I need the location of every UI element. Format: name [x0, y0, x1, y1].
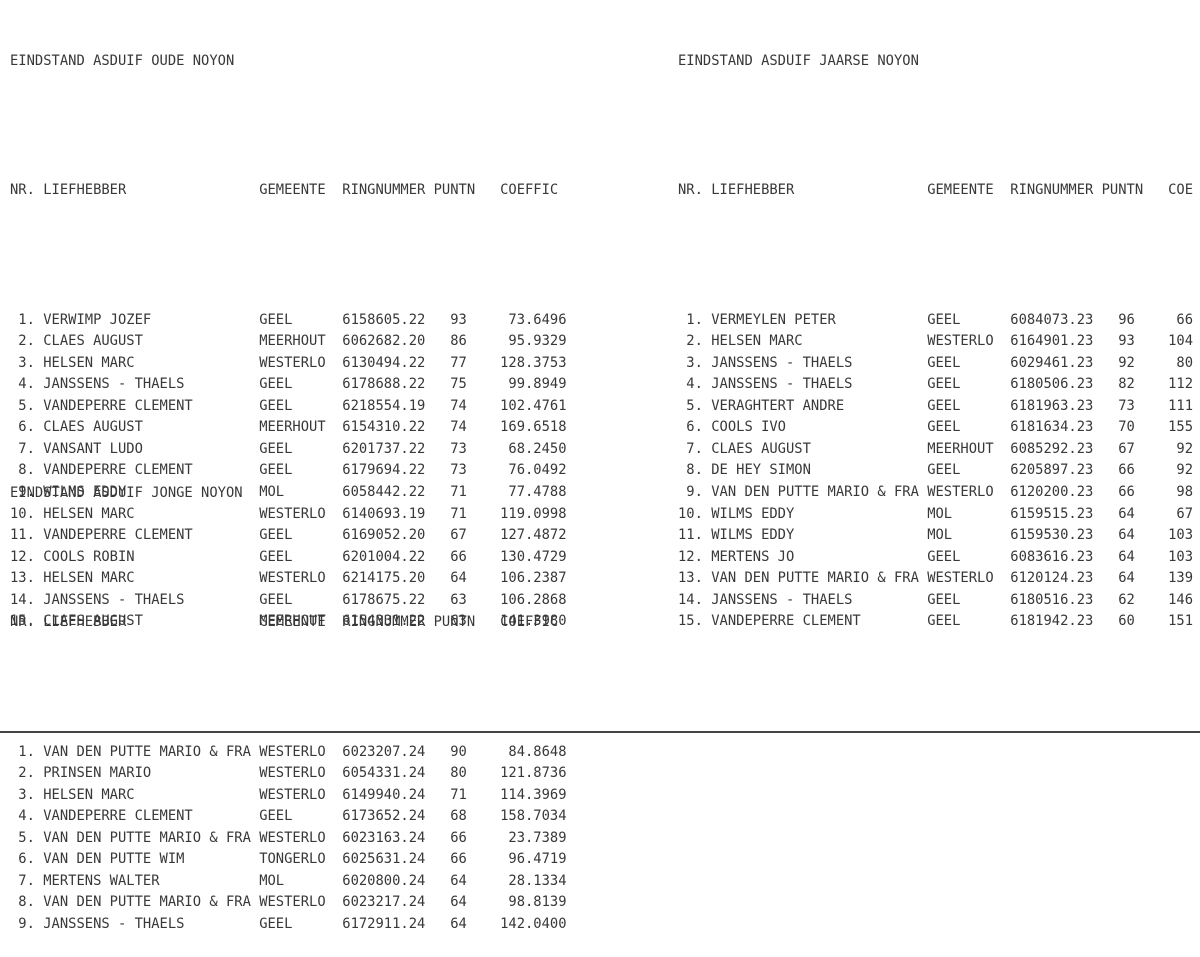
table-row: 8. DE HEY SIMON GEEL 6205897.23 66 92 [678, 462, 1193, 479]
table-row: 1. VERWIMP JOZEF GEEL 6158605.22 93 73.6… [10, 311, 567, 328]
table-row: 13. VAN DEN PUTTE MARIO & FRA WESTERLO 6… [678, 570, 1193, 587]
bottom-edge-line [0, 731, 1200, 733]
table-row: 1. VAN DEN PUTTE MARIO & FRA WESTERLO 60… [10, 743, 567, 760]
table-row: 15. CLAES AUGUST MEERHOUT 6154331.22 63 … [10, 613, 567, 630]
table-row: 2. HELSEN MARC WESTERLO 6164901.23 93 10… [678, 333, 1193, 350]
table-title: EINDSTAND ASDUIF JAARSE NOYON [678, 53, 919, 70]
table-row: 3. HELSEN MARC WESTERLO 6149940.24 71 11… [10, 786, 567, 803]
table-row: 1. VERMEYLEN PETER GEEL 6084073.23 96 66 [678, 311, 1193, 328]
table-row: 2. PRINSEN MARIO WESTERLO 6054331.24 80 … [10, 765, 567, 782]
table-row: 2. CLAES AUGUST MEERHOUT 6062682.20 86 9… [10, 333, 567, 350]
table-row: 7. CLAES AUGUST MEERHOUT 6085292.23 67 9… [678, 440, 1193, 457]
table-row: 5. VANDEPERRE CLEMENT GEEL 6218554.19 74… [10, 397, 567, 414]
blank-line [10, 116, 567, 138]
results-table-oude-noyon: EINDSTAND ASDUIF OUDE NOYON NR. LIEFHEBB… [10, 8, 567, 654]
table-row: 6. COOLS IVO GEEL 6181634.23 70 155 [678, 419, 1193, 436]
table-row: 9. JANSSENS - THAELS GEEL 6172911.24 64 … [10, 916, 567, 933]
table-row: 11. WILMS EDDY MOL 6159530.23 64 103 [678, 527, 1193, 544]
table-row: 8. VAN DEN PUTTE MARIO & FRA WESTERLO 60… [10, 894, 567, 911]
blank-line [678, 116, 1193, 138]
table-row: 12. COOLS ROBIN GEEL 6201004.22 66 130.4… [10, 548, 567, 565]
table-row: 11. VANDEPERRE CLEMENT GEEL 6169052.20 6… [10, 527, 567, 544]
table-row: 4. JANSSENS - THAELS GEEL 6180506.23 82 … [678, 376, 1193, 393]
table-row: 13. HELSEN MARC WESTERLO 6214175.20 64 1… [10, 570, 567, 587]
results-table-jaarse-noyon: EINDSTAND ASDUIF JAARSE NOYON NR. LIEFHE… [678, 8, 1193, 654]
blank-line [10, 677, 567, 699]
table-rows: 1. VAN DEN PUTTE MARIO & FRA WESTERLO 60… [10, 742, 567, 936]
table-row: 8. VANDEPERRE CLEMENT GEEL 6179694.22 73… [10, 462, 567, 479]
table-rows: 1. VERWIMP JOZEF GEEL 6158605.22 93 73.6… [10, 310, 567, 633]
table-title: EINDSTAND ASDUIF JONGE NOYON [10, 485, 243, 502]
table-row: 3. JANSSENS - THAELS GEEL 6029461.23 92 … [678, 354, 1193, 371]
table-row: 7. MERTENS WALTER MOL 6020800.24 64 28.1… [10, 872, 567, 889]
table-row: 4. JANSSENS - THAELS GEEL 6178688.22 75 … [10, 376, 567, 393]
table-row: 6. CLAES AUGUST MEERHOUT 6154310.22 74 1… [10, 419, 567, 436]
table-column-header: NR. LIEFHEBBER GEMEENTE RINGNUMMER PUNTN… [10, 614, 559, 631]
blank-line [678, 245, 1193, 267]
table-row: 9. WILMS EDDY MOL 6058442.22 71 77.4788 [10, 484, 567, 501]
table-row: 15. VANDEPERRE CLEMENT GEEL 6181942.23 6… [678, 613, 1193, 630]
table-column-header: NR. LIEFHEBBER GEMEENTE RINGNUMMER PUNTN… [10, 182, 559, 199]
blank-line [10, 548, 567, 570]
table-row: 5. VERAGHTERT ANDRE GEEL 6181963.23 73 1… [678, 397, 1193, 414]
table-row: 6. VAN DEN PUTTE WIM TONGERLO 6025631.24… [10, 851, 567, 868]
table-row: 9. VAN DEN PUTTE MARIO & FRA WESTERLO 61… [678, 484, 1193, 501]
table-row: 4. VANDEPERRE CLEMENT GEEL 6173652.24 68… [10, 808, 567, 825]
table-title: EINDSTAND ASDUIF OUDE NOYON [10, 53, 235, 70]
table-row: 3. HELSEN MARC WESTERLO 6130494.22 77 12… [10, 354, 567, 371]
table-column-header: NR. LIEFHEBBER GEMEENTE RINGNUMMER PUNTN… [678, 182, 1193, 199]
table-row: 10. HELSEN MARC WESTERLO 6140693.19 71 1… [10, 505, 567, 522]
blank-line [10, 245, 567, 267]
table-row: 5. VAN DEN PUTTE MARIO & FRA WESTERLO 60… [10, 829, 567, 846]
table-row: 12. MERTENS JO GEEL 6083616.23 64 103 [678, 548, 1193, 565]
table-row: 7. VANSANT LUDO GEEL 6201737.22 73 68.24… [10, 440, 567, 457]
results-page: { "page": { "background": "#ffffff", "te… [0, 8, 1200, 933]
table-row: 14. JANSSENS - THAELS GEEL 6178675.22 63… [10, 591, 567, 608]
table-rows: 1. VERMEYLEN PETER GEEL 6084073.23 96 66… [678, 310, 1193, 633]
results-table-jonge-noyon: EINDSTAND ASDUIF JONGE NOYON NR. LIEFHEB… [10, 440, 567, 957]
table-row: 14. JANSSENS - THAELS GEEL 6180516.23 62… [678, 591, 1193, 608]
table-row: 10. WILMS EDDY MOL 6159515.23 64 67 [678, 505, 1193, 522]
